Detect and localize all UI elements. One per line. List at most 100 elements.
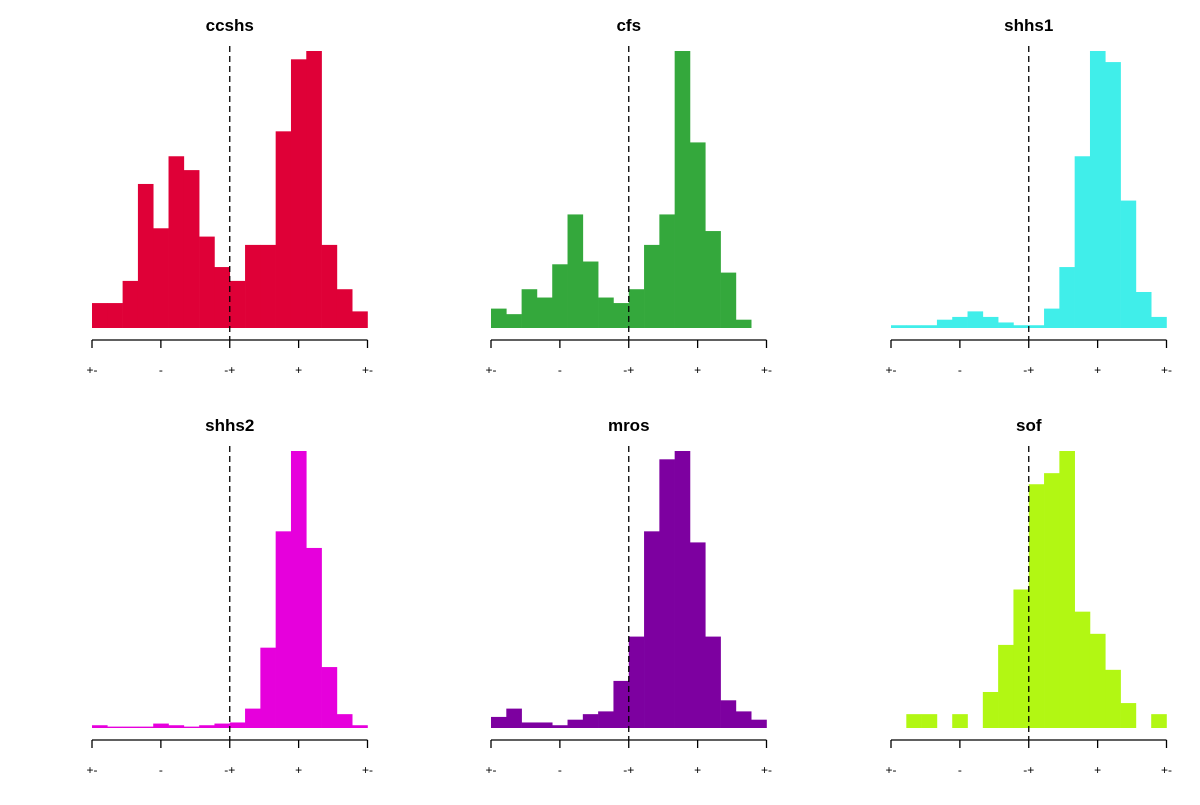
histogram-bar xyxy=(1013,325,1030,328)
histogram-bar xyxy=(153,228,169,328)
histogram-bar xyxy=(1089,51,1106,328)
panel-mros: mros +- - -+ + +- xyxy=(485,416,772,777)
histogram-bar xyxy=(1105,669,1121,728)
x-tick-label: +- xyxy=(485,763,496,777)
histogram-bar xyxy=(137,183,154,328)
histogram-bar xyxy=(906,325,922,328)
histogram-bar xyxy=(1120,703,1137,728)
x-tick-label: +- xyxy=(761,763,772,777)
histogram-bar xyxy=(245,244,261,328)
x-tick-label: -+ xyxy=(623,763,634,777)
histogram-bar xyxy=(952,714,968,728)
x-tick-label: - xyxy=(159,363,163,377)
x-tick-label: +- xyxy=(761,363,772,377)
histogram-bar xyxy=(336,714,353,728)
histogram-bar xyxy=(275,131,292,328)
panel-title: cfs xyxy=(616,16,641,35)
histogram-bar xyxy=(260,647,276,728)
histogram-bar xyxy=(260,244,276,328)
histogram-bar xyxy=(891,325,907,328)
histogram-bar xyxy=(92,303,108,328)
x-tick-label: -+ xyxy=(224,363,235,377)
x-tick-label: +- xyxy=(86,763,97,777)
histogram-bar xyxy=(1044,473,1060,728)
histogram-bar xyxy=(613,303,630,328)
x-tick-label: + xyxy=(694,763,701,777)
histogram-bar xyxy=(168,725,185,728)
histogram-bar xyxy=(168,156,185,328)
histogram-bar xyxy=(214,267,231,328)
x-tick-label: - xyxy=(958,763,962,777)
histogram-bar xyxy=(567,214,584,328)
histogram-bar xyxy=(199,725,215,728)
histogram-bar xyxy=(705,636,721,728)
histogram-bar xyxy=(306,51,322,328)
panel-title: shhs1 xyxy=(1004,16,1053,35)
histogram-bar xyxy=(644,531,660,728)
histogram-bar xyxy=(674,51,691,328)
histogram-bar xyxy=(1074,611,1091,728)
histogram-bar xyxy=(1135,291,1152,328)
histogram-bar xyxy=(229,722,246,728)
histogram-bar xyxy=(552,725,568,728)
histogram-bar xyxy=(92,725,108,728)
histogram-bar xyxy=(598,297,614,328)
histogram-bar xyxy=(598,711,614,728)
histogram-bar xyxy=(689,542,706,728)
x-tick-label: + xyxy=(295,363,302,377)
x-tick-label: + xyxy=(1094,363,1101,377)
histogram-bar xyxy=(1028,484,1045,728)
histogram-bar xyxy=(982,691,999,728)
histogram-bar xyxy=(906,714,922,728)
histogram-bar xyxy=(982,316,999,328)
histogram-bar xyxy=(536,722,553,728)
histogram-bar xyxy=(936,319,953,328)
panel-title: mros xyxy=(608,416,650,435)
histogram-bar xyxy=(582,261,599,328)
x-tick-label: -+ xyxy=(1023,763,1034,777)
histogram-bar xyxy=(1151,714,1167,728)
histogram-bar xyxy=(122,726,139,728)
x-tick-label: +- xyxy=(885,363,896,377)
histogram-bar xyxy=(1089,633,1106,728)
panel-cfs: cfs +- - -+ + +- xyxy=(485,16,772,377)
histogram-bar xyxy=(720,700,737,728)
histogram-bar xyxy=(1059,451,1075,728)
panel-shhs2: shhs2 +- - -+ + +- xyxy=(86,416,373,777)
histogram-bar xyxy=(998,644,1014,728)
histogram-bar xyxy=(720,272,737,328)
x-tick-label: - xyxy=(958,363,962,377)
x-tick-label: + xyxy=(295,763,302,777)
histogram-bar xyxy=(290,59,307,329)
x-tick-label: +- xyxy=(1161,763,1172,777)
histogram-bar xyxy=(1013,589,1030,728)
histogram-bar xyxy=(567,719,584,728)
histogram-bar xyxy=(582,714,599,728)
panel-shhs1: shhs1 +- - -+ + +- xyxy=(885,16,1172,377)
histogram-bar xyxy=(183,726,200,728)
histogram-bar xyxy=(536,297,553,328)
panel-title: sof xyxy=(1016,416,1042,435)
panel-sof: sof +- - -+ + +- xyxy=(885,416,1172,777)
histogram-bar xyxy=(352,311,368,328)
histogram-bar xyxy=(1105,62,1121,329)
x-tick-label: - xyxy=(159,763,163,777)
histogram-bar xyxy=(352,725,368,728)
histogram-bar xyxy=(1151,316,1167,328)
histogram-bar xyxy=(1074,156,1091,328)
x-tick-label: - xyxy=(558,763,562,777)
histogram-bar xyxy=(153,723,169,728)
histogram-bar xyxy=(491,716,507,728)
histogram-bar xyxy=(921,714,938,728)
histogram-bar xyxy=(229,280,246,328)
histogram-bar xyxy=(689,142,706,328)
x-tick-label: +- xyxy=(362,763,373,777)
histogram-bar xyxy=(644,244,660,328)
histogram-bar xyxy=(336,289,353,328)
histogram-bar xyxy=(674,451,691,728)
histogram-bar xyxy=(613,680,630,728)
histogram-bar xyxy=(521,289,538,328)
histogram-bar xyxy=(628,636,645,728)
histogram-bar xyxy=(214,723,231,728)
panel-ccshs: ccshs +- - -+ + +- xyxy=(86,16,373,377)
